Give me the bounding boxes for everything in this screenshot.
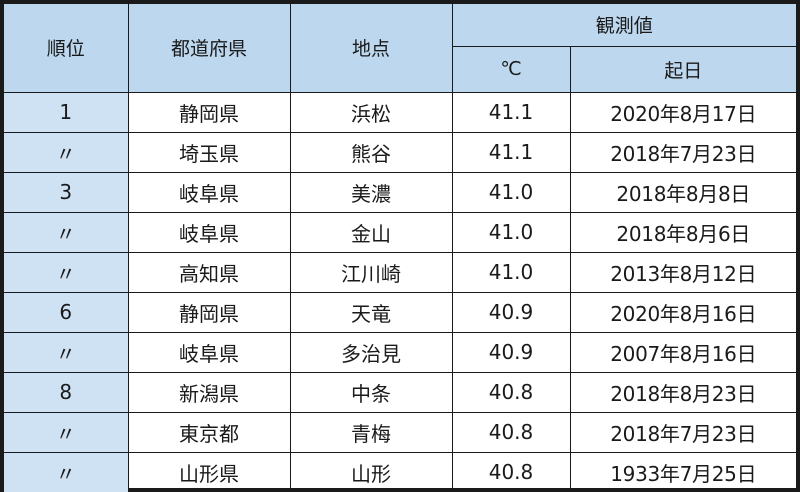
date-cell: 2020年8月17日 — [569, 91, 797, 133]
location-cell: 浜松 — [289, 91, 453, 133]
prefecture-cell: 岐阜県 — [127, 171, 291, 213]
header-prefecture: 都道府県 — [127, 4, 291, 93]
location-cell: 熊谷 — [289, 131, 453, 173]
location-cell: 山形 — [289, 451, 453, 492]
location-cell: 多治見 — [289, 331, 453, 373]
rank-cell: 〃 — [4, 211, 129, 253]
table-body: 1 静岡県 浜松 41.1 2020年8月17日〃埼玉県 熊谷 41.1 2018年7月23日… — [4, 91, 797, 492]
prefecture-cell: 静岡県 — [127, 291, 291, 333]
prefecture-cell: 新潟県 — [127, 371, 291, 413]
table-row: 1 静岡県 浜松 41.1 2020年8月17日 — [4, 91, 797, 133]
rank-cell: 〃 — [4, 331, 129, 373]
date-cell: 2018年8月6日 — [569, 211, 797, 253]
header-rank: 順位 — [4, 4, 129, 93]
location-cell: 中条 — [289, 371, 453, 413]
table-row: 3 岐阜県 美濃 41.0 2018年8月8日 — [4, 171, 797, 213]
temperature-cell: 40.8 — [451, 451, 571, 492]
temperature-cell: 40.8 — [451, 411, 571, 453]
temperature-cell: 40.9 — [451, 331, 571, 373]
temperature-cell: 41.0 — [451, 171, 571, 213]
rank-cell: 6 — [4, 291, 129, 333]
rank-cell: 〃 — [4, 451, 129, 492]
date-cell: 2007年8月16日 — [569, 331, 797, 373]
date-cell: 1933年7月25日 — [569, 451, 797, 492]
table-row: 〃高知県 江川崎 41.0 2013年8月12日 — [4, 251, 797, 293]
prefecture-cell: 静岡県 — [127, 91, 291, 133]
date-cell: 2018年8月8日 — [569, 171, 797, 213]
temperature-ranking-table: 順位 都道府県 地点 観測値 ℃ 起日 1 静岡県 浜松 41.1 2020年8月17日… — [4, 4, 797, 492]
header-celsius: ℃ — [452, 45, 571, 93]
temperature-cell: 40.8 — [451, 371, 571, 413]
rank-cell: 8 — [4, 371, 129, 413]
header-location: 地点 — [289, 4, 453, 93]
table-row: 〃岐阜県 多治見 40.9 2007年8月16日 — [4, 331, 797, 373]
table-row: 〃岐阜県 金山 41.0 2018年8月6日 — [4, 211, 797, 253]
header-observed: 観測値 — [451, 4, 797, 47]
temperature-cell: 41.0 — [451, 211, 571, 253]
temperature-cell: 41.1 — [451, 131, 571, 173]
rank-cell: 1 — [4, 91, 129, 133]
temperature-cell: 40.9 — [451, 291, 571, 333]
rank-cell: 〃 — [4, 251, 129, 293]
prefecture-cell: 高知県 — [127, 251, 291, 293]
prefecture-cell: 岐阜県 — [127, 211, 291, 253]
location-cell: 青梅 — [289, 411, 453, 453]
temperature-cell: 41.1 — [451, 91, 571, 133]
date-cell: 2020年8月16日 — [569, 291, 797, 333]
date-cell: 2018年8月23日 — [569, 371, 797, 413]
temperature-cell: 41.0 — [451, 251, 571, 293]
date-cell: 2018年7月23日 — [569, 411, 797, 453]
table-row: 6 静岡県 天竜 40.9 2020年8月16日 — [4, 291, 797, 333]
rank-cell: 〃 — [4, 411, 129, 453]
location-cell: 江川崎 — [289, 251, 453, 293]
table-row: 〃埼玉県 熊谷 41.1 2018年7月23日 — [4, 131, 797, 173]
location-cell: 美濃 — [289, 171, 453, 213]
location-cell: 金山 — [289, 211, 453, 253]
date-cell: 2013年8月12日 — [569, 251, 797, 293]
header-date: 起日 — [569, 45, 797, 93]
table-row: 〃山形県 山形 40.8 1933年7月25日 — [4, 451, 797, 492]
table-row: 〃東京都 青梅 40.8 2018年7月23日 — [4, 411, 797, 453]
rank-cell: 3 — [4, 171, 129, 213]
rank-cell: 〃 — [4, 131, 129, 173]
prefecture-cell: 山形県 — [127, 451, 291, 492]
prefecture-cell: 東京都 — [127, 411, 291, 453]
table-row: 8 新潟県 中条 40.8 2018年8月23日 — [4, 371, 797, 413]
date-cell: 2018年7月23日 — [569, 131, 797, 173]
prefecture-cell: 岐阜県 — [127, 331, 291, 373]
prefecture-cell: 埼玉県 — [127, 131, 291, 173]
location-cell: 天竜 — [289, 291, 453, 333]
